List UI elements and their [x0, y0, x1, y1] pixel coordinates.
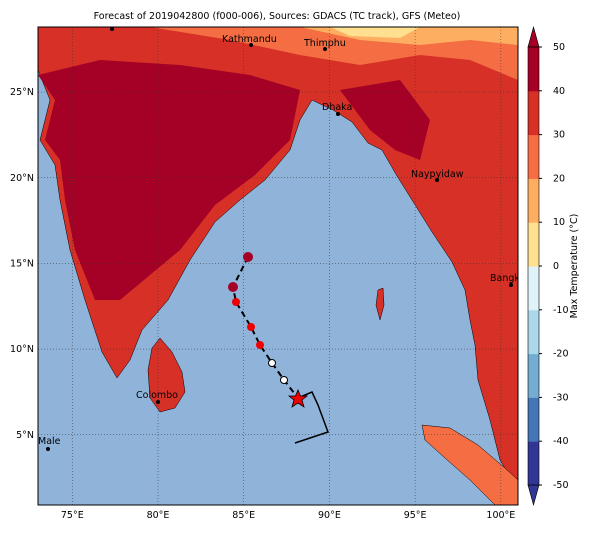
city-label: Bangkok	[490, 273, 531, 284]
city-dot	[336, 112, 340, 116]
land-hot	[340, 80, 430, 160]
city-dot	[249, 43, 253, 47]
city-label: Kathmandu	[222, 34, 277, 45]
colorbar-tick-label: -20	[553, 349, 569, 360]
city-label: Dhaka	[322, 102, 352, 113]
x-tick-label: 90°E	[318, 510, 341, 521]
graticule	[38, 27, 518, 505]
colorbar-tick-label: 10	[553, 217, 565, 228]
x-tick-label: 95°E	[404, 510, 427, 521]
colorbar-bin	[528, 47, 539, 92]
land-cool	[330, 27, 420, 38]
city-label: Naypyidaw	[411, 169, 464, 180]
colorbar-bin	[528, 353, 539, 398]
colorbar-tick-label: 0	[553, 261, 559, 272]
y-tick-label: 25°N	[10, 87, 34, 98]
track-point	[232, 298, 240, 306]
colorbar-bin	[528, 397, 539, 442]
city-dot	[156, 400, 160, 404]
colorbar-label: Max Temperature (°C)	[569, 214, 580, 319]
map-area: Kathmandu Thimphu Dhaka Naypyidaw Bangko…	[38, 27, 531, 505]
colorbar-bin	[528, 309, 539, 355]
y-tick-label: 5°N	[16, 430, 34, 441]
city-label: Male	[38, 436, 61, 447]
colorbar-tick-label: -30	[553, 392, 569, 403]
colorbar-tick-label: -40	[553, 436, 569, 447]
sumatra	[421, 424, 518, 505]
current-position	[287, 388, 309, 408]
land-hot	[38, 60, 300, 300]
colorbar-bin	[528, 90, 539, 136]
forecast-cone	[294, 391, 329, 444]
colorbar-tick-label: -10	[553, 305, 569, 316]
city-label: Thimphu	[303, 38, 346, 49]
y-tick-label: 15°N	[10, 258, 34, 269]
track-point	[228, 282, 238, 292]
colorbar-tick-label: -50	[553, 480, 569, 491]
track-point	[243, 252, 253, 262]
y-tick-label: 10°N	[10, 344, 34, 355]
colorbar-tick-label: 40	[553, 86, 565, 97]
city-label: Colombo	[136, 390, 178, 401]
x-tick-label: 75°E	[61, 510, 84, 521]
colorbar-bin	[528, 441, 539, 486]
track-point	[256, 341, 264, 349]
tc-track	[228, 252, 329, 444]
sri-lanka	[147, 337, 186, 413]
colorbar-bin	[528, 178, 539, 223]
colorbar-extend-max	[527, 25, 540, 48]
x-tick-label: 100°E	[486, 510, 515, 521]
colorbar-tick-label: 30	[553, 130, 565, 141]
map-frame	[37, 26, 519, 506]
colorbar-bin	[528, 134, 539, 179]
city-dot	[323, 47, 327, 51]
city-dot	[435, 178, 439, 182]
cities: Kathmandu Thimphu Dhaka Naypyidaw Bangko…	[38, 27, 531, 451]
track-point	[280, 376, 288, 384]
city-dot	[509, 283, 513, 287]
colorbar-tick-label: 20	[553, 173, 565, 184]
track-point	[247, 323, 255, 331]
x-tick-label: 85°E	[232, 510, 255, 521]
islands	[375, 287, 385, 321]
track-point	[268, 359, 276, 367]
y-tick-label: 20°N	[10, 173, 34, 184]
colorbar-tick-label: 50	[553, 42, 565, 53]
city-dot	[110, 27, 114, 31]
colorbar-bin	[528, 222, 539, 267]
x-tick-label: 80°E	[147, 510, 170, 521]
title: Forecast of 2019042800 (f000-006), Sourc…	[94, 11, 461, 22]
colorbar-bin	[528, 266, 539, 311]
city-dot	[46, 447, 50, 451]
colorbar-extend-min	[527, 484, 540, 507]
